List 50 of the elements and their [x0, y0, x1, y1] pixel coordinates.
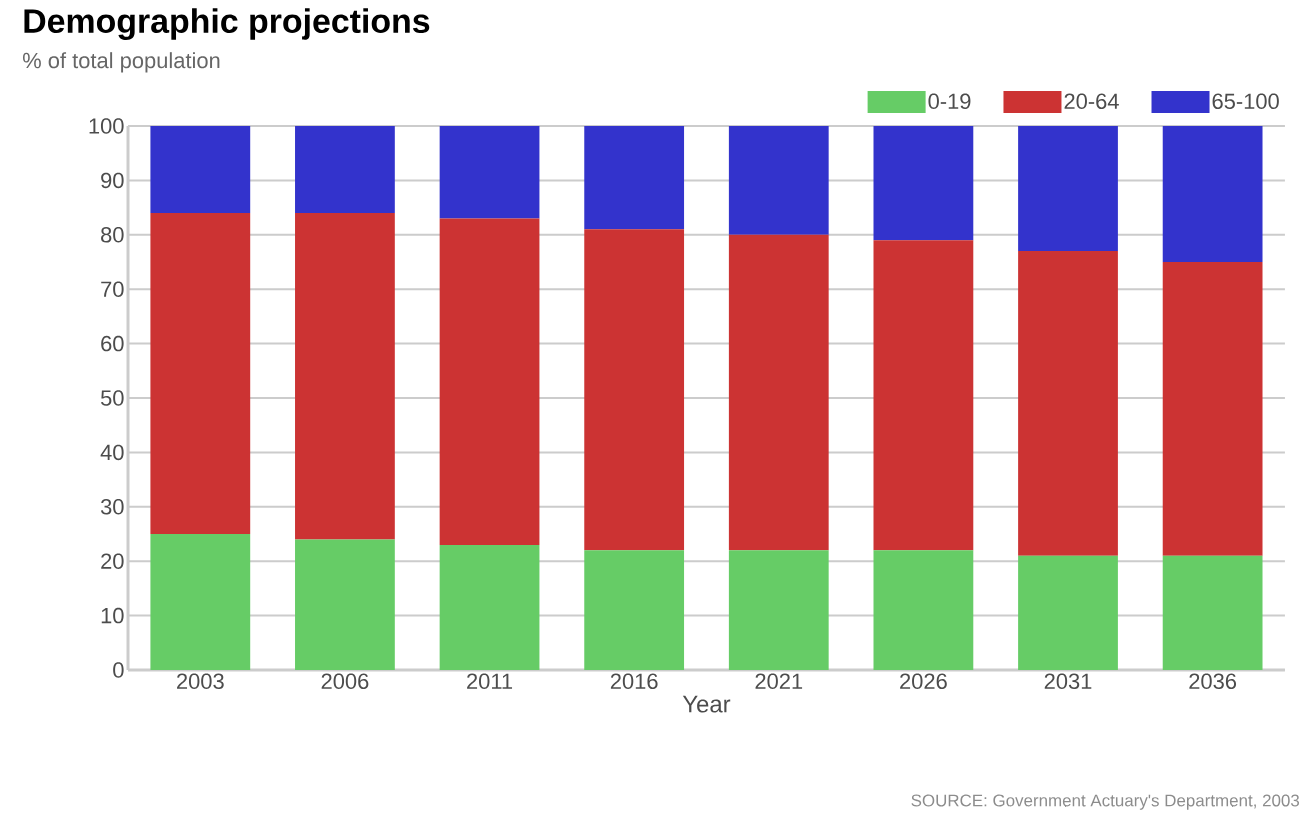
source-note: SOURCE: Government Actuary's Department, 2003 — [911, 794, 1300, 810]
bar — [1162, 555, 1263, 670]
legend-label: 0-19 — [928, 93, 971, 110]
x-tick-label: 2011 — [467, 673, 513, 690]
y-tick-label: 100 — [89, 118, 124, 134]
x-tick-label: 2016 — [610, 673, 658, 690]
x-tick-label: 2036 — [1189, 673, 1237, 690]
x-axis-title: Year — [682, 695, 731, 713]
y-tick-label: 90 — [101, 172, 124, 189]
bar — [873, 125, 974, 241]
x-tick-label: 2006 — [321, 673, 369, 690]
bar — [439, 544, 540, 670]
y-tick-label: 10 — [101, 607, 124, 624]
x-tick-label: 2031 — [1044, 673, 1092, 690]
y-tick-label: 50 — [100, 390, 124, 406]
y-tick-label: 80 — [101, 227, 124, 243]
bar — [295, 125, 395, 214]
x-tick-label: 2003 — [177, 673, 224, 690]
y-tick-label: 40 — [100, 444, 124, 461]
y-tick-label: 20 — [101, 553, 124, 569]
bar — [150, 125, 251, 214]
bar — [584, 125, 685, 230]
bar — [1018, 125, 1118, 252]
bar — [150, 534, 251, 670]
bar — [295, 213, 395, 540]
bar — [728, 550, 829, 670]
bar — [295, 539, 395, 670]
bar — [873, 240, 974, 551]
bar — [1162, 262, 1263, 556]
bar — [439, 125, 540, 219]
bar — [584, 550, 685, 670]
y-tick-label: 0 — [113, 662, 124, 678]
chart-title: Demographic projections — [24, 8, 430, 40]
legend-label: 65-100 — [1212, 93, 1279, 110]
bar — [150, 213, 251, 534]
bar — [584, 229, 685, 551]
y-tick-label: 30 — [100, 499, 124, 515]
bar — [728, 234, 829, 551]
x-tick-label: 2021 — [755, 673, 803, 690]
bar — [1018, 555, 1118, 670]
bar — [1018, 251, 1118, 556]
bar — [439, 218, 540, 545]
chart-subtitle: % of total population — [22, 52, 220, 73]
x-tick-label: 2026 — [900, 673, 947, 690]
bar — [1162, 125, 1263, 262]
bar — [728, 125, 829, 235]
legend-label: 20-64 — [1064, 93, 1119, 110]
bar — [873, 550, 974, 670]
y-tick-label: 70 — [101, 281, 124, 297]
y-tick-label: 60 — [101, 335, 124, 352]
